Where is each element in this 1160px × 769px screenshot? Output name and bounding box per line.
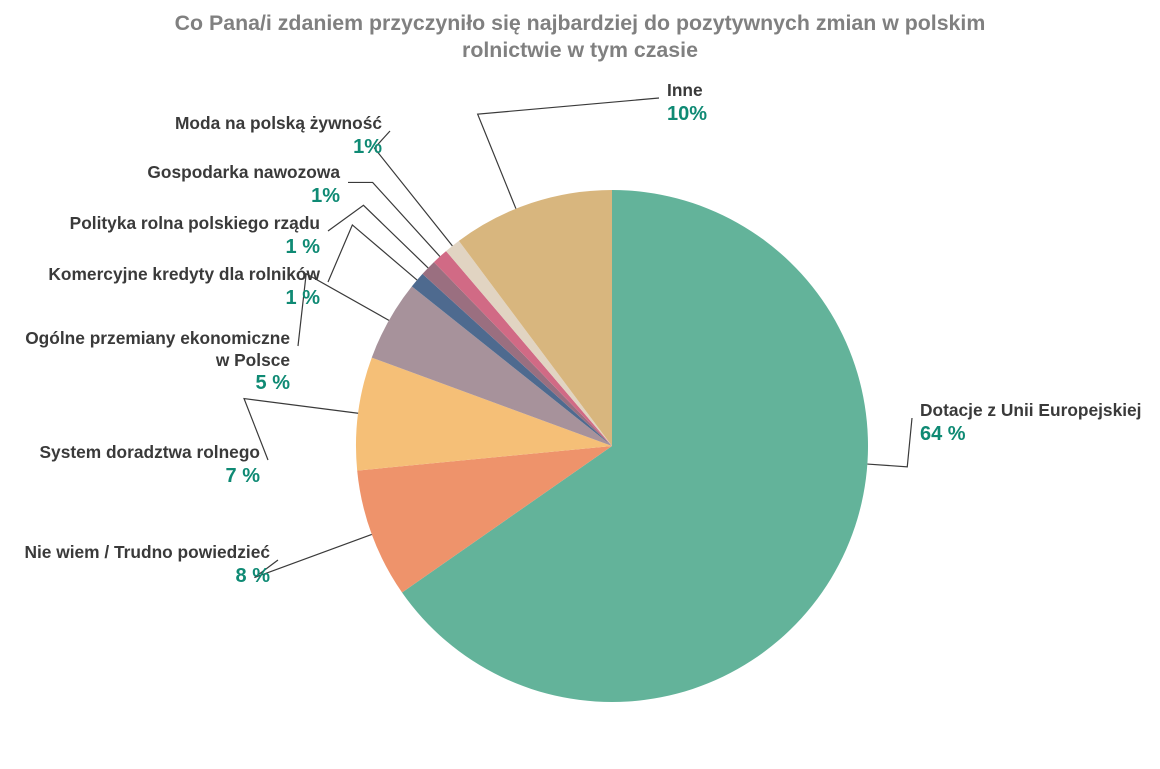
leader-line bbox=[328, 205, 428, 268]
pie-slice-label-pct: 10% bbox=[667, 102, 707, 127]
pie-slice-label-pct: 1% bbox=[175, 135, 382, 160]
pie-slice-label: Komercyjne kredyty dla rolników1 % bbox=[48, 264, 320, 311]
pie-slice-label: Dotacje z Unii Europejskiej64 % bbox=[920, 400, 1141, 447]
pie-slice-label-name: Gospodarka nawozowa bbox=[147, 162, 340, 184]
pie-slice-label-name: Ogólne przemiany ekonomiczne w Polsce bbox=[25, 328, 290, 371]
pie-slice-label: Ogólne przemiany ekonomiczne w Polsce5 % bbox=[25, 328, 290, 396]
pie-slice-label: Gospodarka nawozowa1% bbox=[147, 162, 340, 209]
pie-slice-label-name: Polityka rolna polskiego rządu bbox=[70, 213, 320, 235]
chart-title: Co Pana/i zdaniem przyczyniło się najbar… bbox=[0, 10, 1160, 63]
pie-slice-label-pct: 1 % bbox=[48, 286, 320, 311]
pie-slice-label-pct: 1 % bbox=[70, 235, 320, 260]
pie-slice-label: Inne10% bbox=[667, 80, 707, 127]
pie-slice-label: Polityka rolna polskiego rządu1 % bbox=[70, 213, 320, 260]
chart-container: Co Pana/i zdaniem przyczyniło się najbar… bbox=[0, 0, 1160, 769]
pie-slice-label-pct: 5 % bbox=[25, 371, 290, 396]
leader-line bbox=[374, 131, 452, 246]
pie-slice-label: Moda na polską żywność1% bbox=[175, 113, 382, 160]
pie-slice-label-pct: 64 % bbox=[920, 422, 1141, 447]
leader-line bbox=[254, 534, 371, 577]
pie-slice-label-name: System doradztwa rolnego bbox=[40, 442, 261, 464]
leader-line bbox=[867, 418, 912, 467]
leader-line bbox=[348, 182, 440, 256]
pie-slice-label-pct: 8 % bbox=[24, 564, 270, 589]
pie-slice-label-name: Nie wiem / Trudno powiedzieć bbox=[24, 542, 270, 564]
pie-slice-label-pct: 1% bbox=[147, 184, 340, 209]
pie-slice-label-name: Moda na polską żywność bbox=[175, 113, 382, 135]
pie-slice-label: Nie wiem / Trudno powiedzieć8 % bbox=[24, 542, 270, 589]
pie-slice-label-pct: 7 % bbox=[40, 464, 261, 489]
leader-line bbox=[244, 399, 358, 460]
leader-line bbox=[328, 225, 417, 282]
pie-slice-label-name: Komercyjne kredyty dla rolników bbox=[48, 264, 320, 286]
pie-slice-label-name: Dotacje z Unii Europejskiej bbox=[920, 400, 1141, 422]
pie-slice-label: System doradztwa rolnego7 % bbox=[40, 442, 261, 489]
pie-slice-label-name: Inne bbox=[667, 80, 707, 102]
